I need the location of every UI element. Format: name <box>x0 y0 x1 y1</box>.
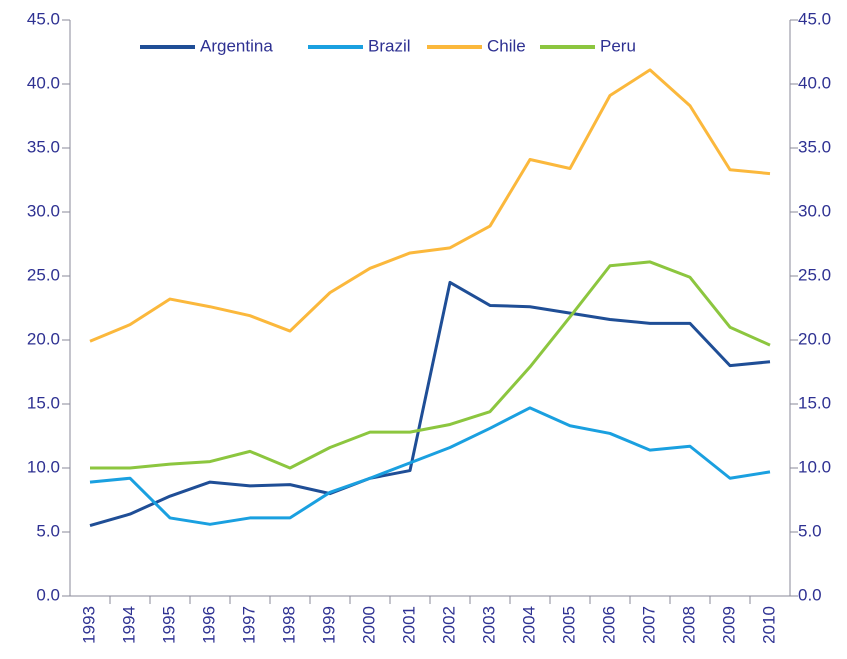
y-tick-label: 20.0 <box>27 329 60 348</box>
y2-tick-label: 20.0 <box>798 329 831 348</box>
y2-tick-label: 0.0 <box>798 585 822 604</box>
x-tick-label: 1996 <box>199 606 218 644</box>
y2-tick-label: 15.0 <box>798 393 831 412</box>
x-tick-label: 1993 <box>79 606 98 644</box>
x-tick-label: 2001 <box>399 606 418 644</box>
x-tick-label: 2005 <box>559 606 578 644</box>
series-line <box>89 406 771 526</box>
y-tick-label: 40.0 <box>27 73 60 92</box>
y-tick-label: 5.0 <box>36 521 60 540</box>
x-tick-label: 2006 <box>599 606 618 644</box>
y2-tick-label: 45.0 <box>798 9 831 28</box>
y2-tick-label: 30.0 <box>798 201 831 220</box>
y-tick-label: 25.0 <box>27 265 60 284</box>
y-tick-label: 15.0 <box>27 393 60 412</box>
x-tick-label: 1995 <box>159 606 178 644</box>
y2-tick-label: 5.0 <box>798 521 822 540</box>
y-tick-label: 35.0 <box>27 137 60 156</box>
x-tick-label: 2000 <box>359 606 378 644</box>
x-tick-label: 2003 <box>479 606 498 644</box>
y2-tick-label: 35.0 <box>798 137 831 156</box>
series-line <box>90 260 771 470</box>
series-line <box>89 280 771 528</box>
x-tick-label: 1999 <box>319 606 338 644</box>
x-tick-label: 2007 <box>639 606 658 644</box>
x-tick-label: 1994 <box>119 606 138 644</box>
y-tick-label: 0.0 <box>36 585 60 604</box>
x-tick-label: 1997 <box>239 606 258 644</box>
x-tick-label: 2004 <box>519 606 538 644</box>
legend-label: Brazil <box>368 36 411 55</box>
y-tick-label: 10.0 <box>27 457 60 476</box>
x-tick-label: 1998 <box>279 606 298 644</box>
y2-tick-label: 25.0 <box>798 265 831 284</box>
y-tick-label: 30.0 <box>27 201 60 220</box>
legend-label: Argentina <box>200 36 273 55</box>
x-tick-label: 2008 <box>679 606 698 644</box>
legend-label: Peru <box>600 36 636 55</box>
y-tick-label: 45.0 <box>27 9 60 28</box>
legend-label: Chile <box>487 36 526 55</box>
x-tick-label: 2010 <box>759 606 778 644</box>
x-tick-label: 2009 <box>719 606 738 644</box>
x-tick-label: 2002 <box>439 606 458 644</box>
series-line <box>89 68 771 343</box>
y2-tick-label: 10.0 <box>798 457 831 476</box>
y2-tick-label: 40.0 <box>798 73 831 92</box>
